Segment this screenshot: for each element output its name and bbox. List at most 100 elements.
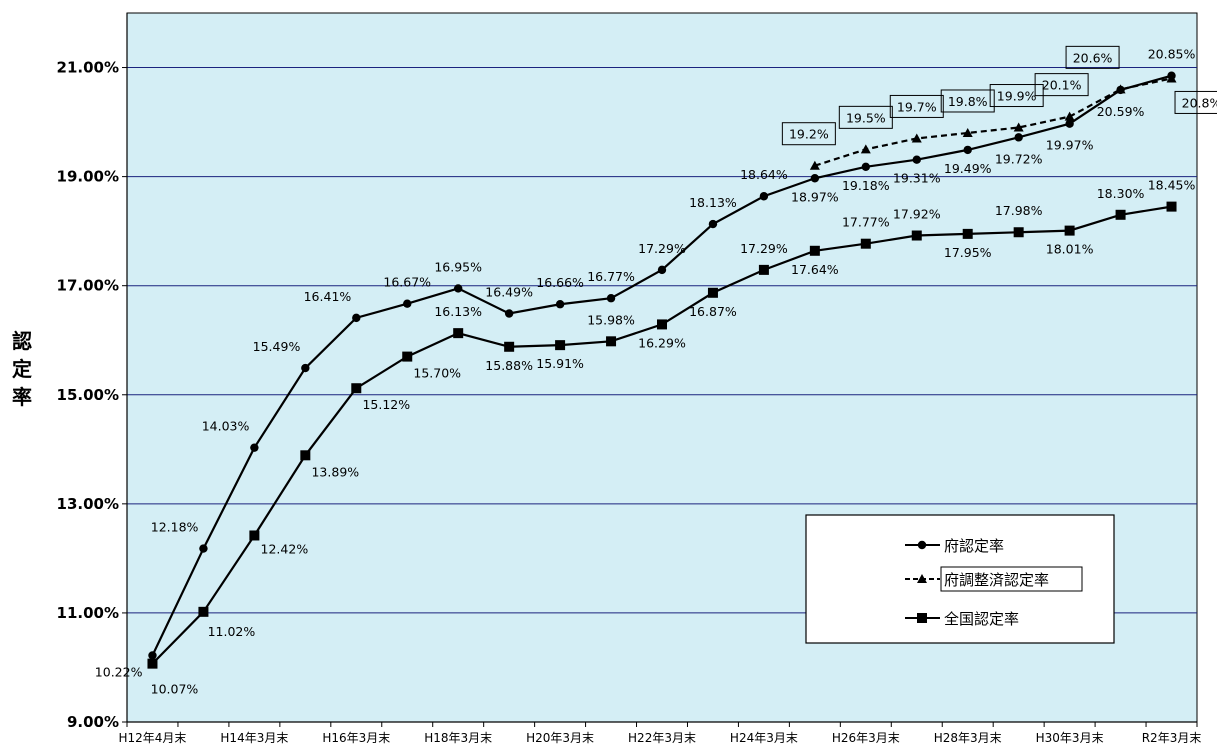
series-point-prefecture-adjusted	[1064, 111, 1075, 121]
x-tick-label: H20年3月末	[526, 731, 594, 745]
series-point-national	[860, 238, 871, 249]
series-point-prefecture	[250, 443, 259, 452]
legend-item-frame	[940, 566, 1083, 592]
series-point-prefecture	[657, 265, 667, 275]
data-labels: 10.22% 12.18% 14.03% 15.49% 16.41% 16.67%16.9…	[95, 45, 1217, 697]
data-label-national: 17.95%	[944, 245, 992, 260]
series-point-prefecture	[148, 651, 157, 660]
legend-label: 全国認定率	[944, 610, 1019, 628]
series-point-prefecture	[352, 313, 361, 323]
data-label-prefecture: 16.67%	[383, 275, 431, 290]
series-point-prefecture	[1065, 119, 1074, 128]
series-point-national	[198, 606, 209, 617]
series-point-national	[300, 450, 311, 461]
data-label-prefecture: 19.31%	[893, 171, 941, 186]
series-point-prefecture	[199, 544, 208, 553]
series-point-prefecture-adjusted	[911, 133, 922, 143]
boxed-label-frame	[940, 89, 995, 113]
data-label-prefecture: 16.77%	[587, 269, 635, 284]
data-label-national: 15.12%	[362, 397, 410, 412]
y-tick-label: 19.00%	[57, 168, 119, 186]
series-point-national	[809, 245, 820, 256]
data-label-prefecture: 15.49%	[253, 339, 301, 354]
data-label-national: 13.89%	[311, 464, 359, 479]
series-point-prefecture	[861, 162, 871, 171]
legend-label: 府調整済認定率	[944, 571, 1049, 589]
series-point-prefecture	[301, 363, 310, 373]
data-label-prefecture-adjusted: 20.6%	[1073, 50, 1113, 65]
data-label-prefecture: 19.97%	[1046, 138, 1094, 153]
legend-label: 府認定率	[944, 537, 1004, 555]
x-tick-label: H12年4月末	[119, 731, 187, 745]
series-point-prefecture	[403, 299, 412, 308]
boxed-label-frame	[1065, 45, 1120, 69]
series-point-prefecture-adjusted	[1013, 122, 1024, 132]
data-label-prefecture: 20.85%	[1148, 47, 1196, 62]
x-tick-label: H22年3月末	[628, 731, 696, 745]
series-point-prefecture	[1116, 85, 1125, 95]
series-point-prefecture-adjusted	[860, 144, 871, 154]
data-label-national: 15.98%	[587, 312, 635, 327]
x-axis: H12年4月末 H14年3月末 H16年3月末 H18年3月末 H20年3月末 H22年3…	[119, 721, 1202, 745]
data-label-national: 18.30%	[1097, 186, 1145, 201]
data-label-prefecture: 19.18%	[842, 178, 890, 193]
series-point-prefecture	[504, 309, 514, 318]
series-point-national	[758, 264, 769, 275]
series-point-prefecture-adjusted	[809, 160, 820, 170]
series-point-national	[555, 340, 566, 351]
series-point-prefecture	[810, 174, 820, 183]
legend-marker	[917, 574, 927, 583]
y-tick-label: 11.00%	[57, 604, 119, 622]
series-point-prefecture	[963, 145, 972, 155]
y-axis-title-char: 定	[12, 357, 32, 381]
y-axis-title-char: 率	[12, 385, 32, 409]
series-point-prefecture	[453, 284, 463, 293]
x-tick-label: H28年3月末	[934, 731, 1002, 745]
series-point-prefecture	[912, 155, 921, 164]
legend-marker	[917, 613, 927, 623]
data-label-national: 17.77%	[842, 215, 890, 230]
data-label-prefecture: 16.95%	[434, 259, 482, 274]
series-point-national	[1013, 227, 1024, 238]
data-label-national: 15.91%	[536, 356, 584, 371]
data-label-national: 18.45%	[1148, 178, 1196, 193]
boxed-label-frame	[1174, 90, 1217, 114]
y-tick-label: 13.00%	[57, 495, 119, 513]
boxed-label-frame	[889, 94, 944, 118]
series-point-national	[351, 383, 362, 394]
series-point-prefecture	[555, 300, 565, 309]
x-tick-label: R2年3月末	[1142, 731, 1202, 745]
data-label-prefecture: 18.64%	[740, 167, 788, 182]
data-label-prefecture-adjusted: 20.1%	[1042, 78, 1082, 93]
y-tick-label: 17.00%	[57, 277, 119, 295]
series-point-national	[1166, 201, 1177, 212]
data-label-prefecture: 16.41%	[304, 289, 352, 304]
data-label-prefecture: 18.97%	[791, 189, 839, 204]
y-axis-title: 認定率	[12, 329, 32, 409]
series-point-national	[147, 658, 158, 669]
data-label-national: 18.01%	[1046, 242, 1094, 257]
data-label-national: 15.88%	[485, 358, 533, 373]
data-label-national: 12.42%	[261, 541, 309, 556]
data-label-prefecture: 10.22%	[95, 664, 143, 679]
data-label-prefecture-adjusted: 19.9%	[997, 89, 1037, 104]
x-tick-label: H30年3月末	[1036, 731, 1104, 745]
data-label-prefecture: 18.13%	[689, 195, 737, 210]
x-tick-label: H26年3月末	[832, 731, 900, 745]
series-point-national	[453, 328, 464, 339]
series-point-prefecture	[708, 219, 718, 229]
legend-box	[805, 514, 1115, 644]
series-point-prefecture	[606, 294, 616, 303]
data-label-prefecture: 17.29%	[638, 241, 686, 256]
data-label-national: 16.29%	[638, 335, 686, 350]
data-label-prefecture: 16.49%	[485, 285, 533, 300]
series-line-prefecture-adjusted	[814, 77, 1172, 167]
data-label-national: 16.13%	[434, 304, 482, 319]
data-label-prefecture: 12.18%	[151, 520, 199, 535]
data-label-national: 17.98%	[995, 203, 1043, 218]
data-label-prefecture-adjusted: 19.8%	[948, 94, 988, 109]
data-label-prefecture: 19.49%	[944, 161, 992, 176]
data-label-national: 17.92%	[893, 207, 941, 222]
